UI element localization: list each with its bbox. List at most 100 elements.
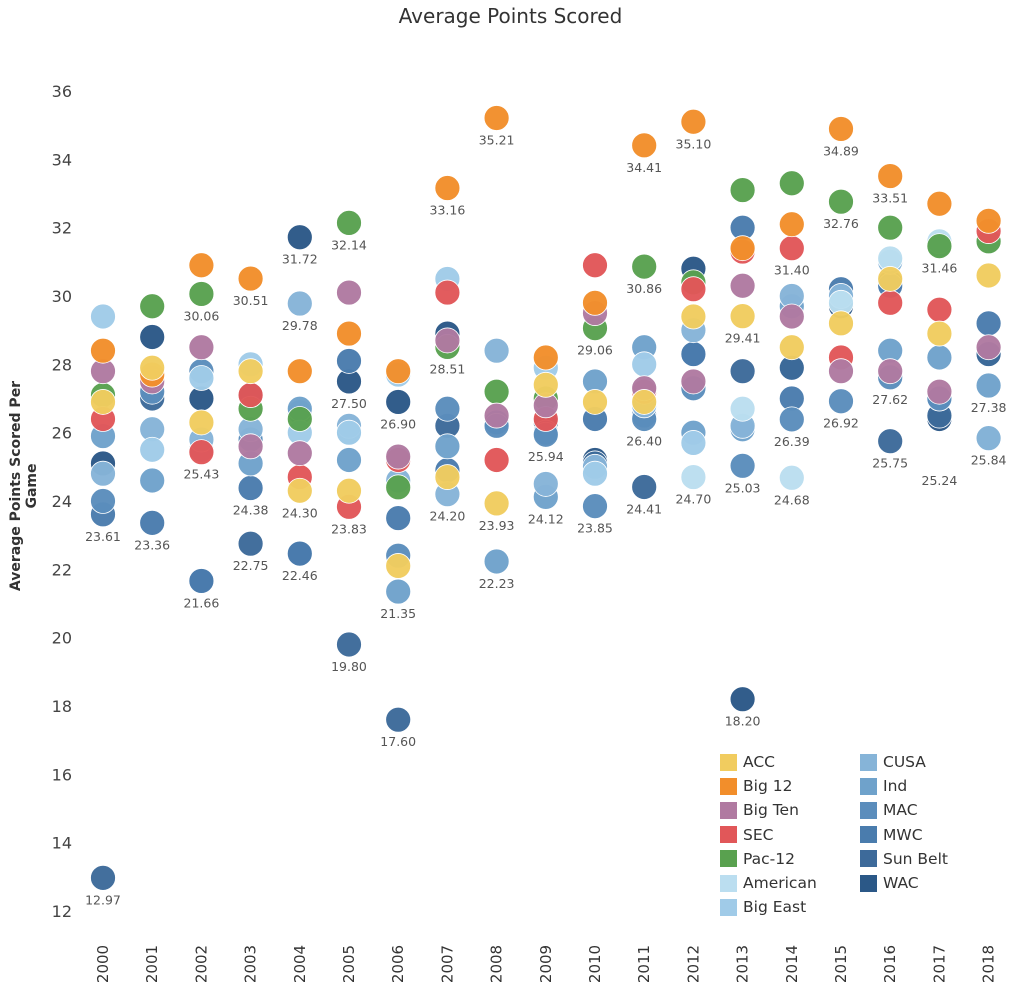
data-point-big-12[interactable] [729, 235, 756, 262]
data-point-pac-12[interactable] [828, 188, 854, 215]
data-point-ind[interactable] [139, 467, 166, 494]
legend-item-big-east[interactable]: Big East [720, 895, 817, 919]
data-point-mac[interactable] [729, 452, 756, 479]
data-point-acc[interactable] [532, 371, 559, 398]
legend-item-acc[interactable]: ACC [720, 750, 817, 774]
data-point-sec[interactable] [926, 296, 953, 323]
data-point-sun-belt[interactable] [631, 474, 658, 500]
data-point-cusa[interactable] [286, 290, 313, 317]
legend-item-sun-belt[interactable]: Sun Belt [860, 847, 948, 871]
data-point-sec[interactable] [483, 447, 510, 473]
data-point-big-ten[interactable] [680, 368, 707, 395]
data-point-acc[interactable] [828, 310, 854, 337]
data-point-pac-12[interactable] [336, 209, 362, 236]
data-point-sec[interactable] [778, 235, 805, 262]
data-point-pac-12[interactable] [778, 170, 805, 197]
data-point-sec[interactable] [582, 252, 608, 279]
data-point-big-12[interactable] [631, 132, 658, 159]
data-point-mac[interactable] [434, 395, 461, 422]
data-point-acc[interactable] [729, 303, 756, 330]
data-point-big-ten[interactable] [778, 303, 805, 330]
legend-item-mac[interactable]: MAC [860, 798, 948, 822]
data-point-big-ten[interactable] [286, 440, 313, 467]
data-point-ind[interactable] [385, 578, 412, 605]
data-point-pac-12[interactable] [188, 281, 215, 307]
data-point-mwc[interactable] [237, 475, 264, 501]
data-point-big-ten[interactable] [434, 327, 461, 354]
legend-item-american[interactable]: American [720, 871, 817, 895]
data-point-mwc[interactable] [975, 310, 1002, 337]
data-point-big-ten[interactable] [729, 272, 756, 299]
data-point-sec[interactable] [434, 279, 461, 306]
legend-item-big-ten[interactable]: Big Ten [720, 798, 817, 822]
data-point-mwc[interactable] [385, 505, 412, 531]
data-point-big-12[interactable] [90, 337, 116, 364]
data-point-ind[interactable] [483, 548, 510, 575]
data-point-big-east[interactable] [631, 351, 658, 378]
data-point-big-ten[interactable] [237, 433, 264, 460]
data-point-pac-12[interactable] [286, 406, 313, 432]
data-point-acc[interactable] [631, 389, 658, 415]
data-point-wac[interactable] [139, 324, 166, 350]
data-point-ind[interactable] [336, 447, 362, 473]
data-point-sun-belt[interactable] [90, 864, 116, 891]
data-point-pac-12[interactable] [631, 253, 658, 280]
data-point-big-12[interactable] [286, 358, 313, 385]
data-point-mwc[interactable] [336, 348, 362, 374]
data-point-big-east[interactable] [188, 365, 215, 391]
data-point-acc[interactable] [385, 553, 412, 579]
data-point-pac-12[interactable] [139, 293, 166, 320]
data-point-big-12[interactable] [336, 320, 362, 347]
data-point-mwc[interactable] [139, 509, 166, 536]
data-point-big-ten[interactable] [385, 443, 412, 470]
data-point-big-12[interactable] [926, 190, 953, 217]
data-point-acc[interactable] [286, 477, 313, 504]
data-point-big-12[interactable] [385, 358, 412, 385]
data-point-mwc[interactable] [680, 341, 707, 367]
data-point-big-east[interactable] [139, 436, 166, 463]
data-point-big-12[interactable] [828, 116, 854, 142]
data-point-wac[interactable] [286, 224, 313, 251]
data-point-big-12[interactable] [582, 289, 608, 316]
data-point-pac-12[interactable] [483, 378, 510, 405]
data-point-acc[interactable] [483, 490, 510, 517]
data-point-big-east[interactable] [336, 419, 362, 446]
data-point-sec[interactable] [188, 439, 215, 466]
data-point-ind[interactable] [434, 433, 461, 460]
data-point-big-12[interactable] [532, 344, 559, 371]
data-point-big-ten[interactable] [975, 334, 1002, 361]
data-point-wac[interactable] [729, 686, 756, 713]
data-point-acc[interactable] [188, 409, 215, 436]
data-point-mac[interactable] [828, 388, 854, 415]
data-point-sec[interactable] [877, 289, 904, 316]
legend-item-wac[interactable]: WAC [860, 871, 948, 895]
data-point-big-12[interactable] [778, 211, 805, 238]
data-point-ind[interactable] [926, 344, 953, 371]
data-point-sun-belt[interactable] [729, 358, 756, 385]
data-point-big-12[interactable] [237, 265, 264, 292]
legend-item-pac-12[interactable]: Pac-12 [720, 847, 817, 871]
data-point-pac-12[interactable] [877, 214, 904, 241]
data-point-big-east[interactable] [582, 460, 608, 487]
data-point-sun-belt[interactable] [385, 706, 412, 733]
data-point-big-east[interactable] [90, 303, 116, 330]
data-point-big-ten[interactable] [188, 334, 215, 361]
data-point-acc[interactable] [926, 320, 953, 347]
data-point-acc[interactable] [90, 389, 116, 415]
data-point-cusa[interactable] [90, 460, 116, 487]
data-point-pac-12[interactable] [385, 474, 412, 501]
legend-item-big-12[interactable]: Big 12 [720, 774, 817, 798]
data-point-mac[interactable] [582, 493, 608, 520]
data-point-american[interactable] [778, 464, 805, 491]
data-point-big-east[interactable] [680, 430, 707, 456]
data-point-acc[interactable] [139, 354, 166, 381]
data-point-acc[interactable] [680, 303, 707, 330]
data-point-cusa[interactable] [532, 471, 559, 497]
data-point-acc[interactable] [778, 334, 805, 361]
data-point-big-ten[interactable] [877, 358, 904, 385]
data-point-sec[interactable] [680, 276, 707, 303]
data-point-american[interactable] [680, 464, 707, 490]
data-point-pac-12[interactable] [926, 233, 953, 260]
data-point-cusa[interactable] [483, 337, 510, 364]
data-point-big-12[interactable] [483, 105, 510, 131]
